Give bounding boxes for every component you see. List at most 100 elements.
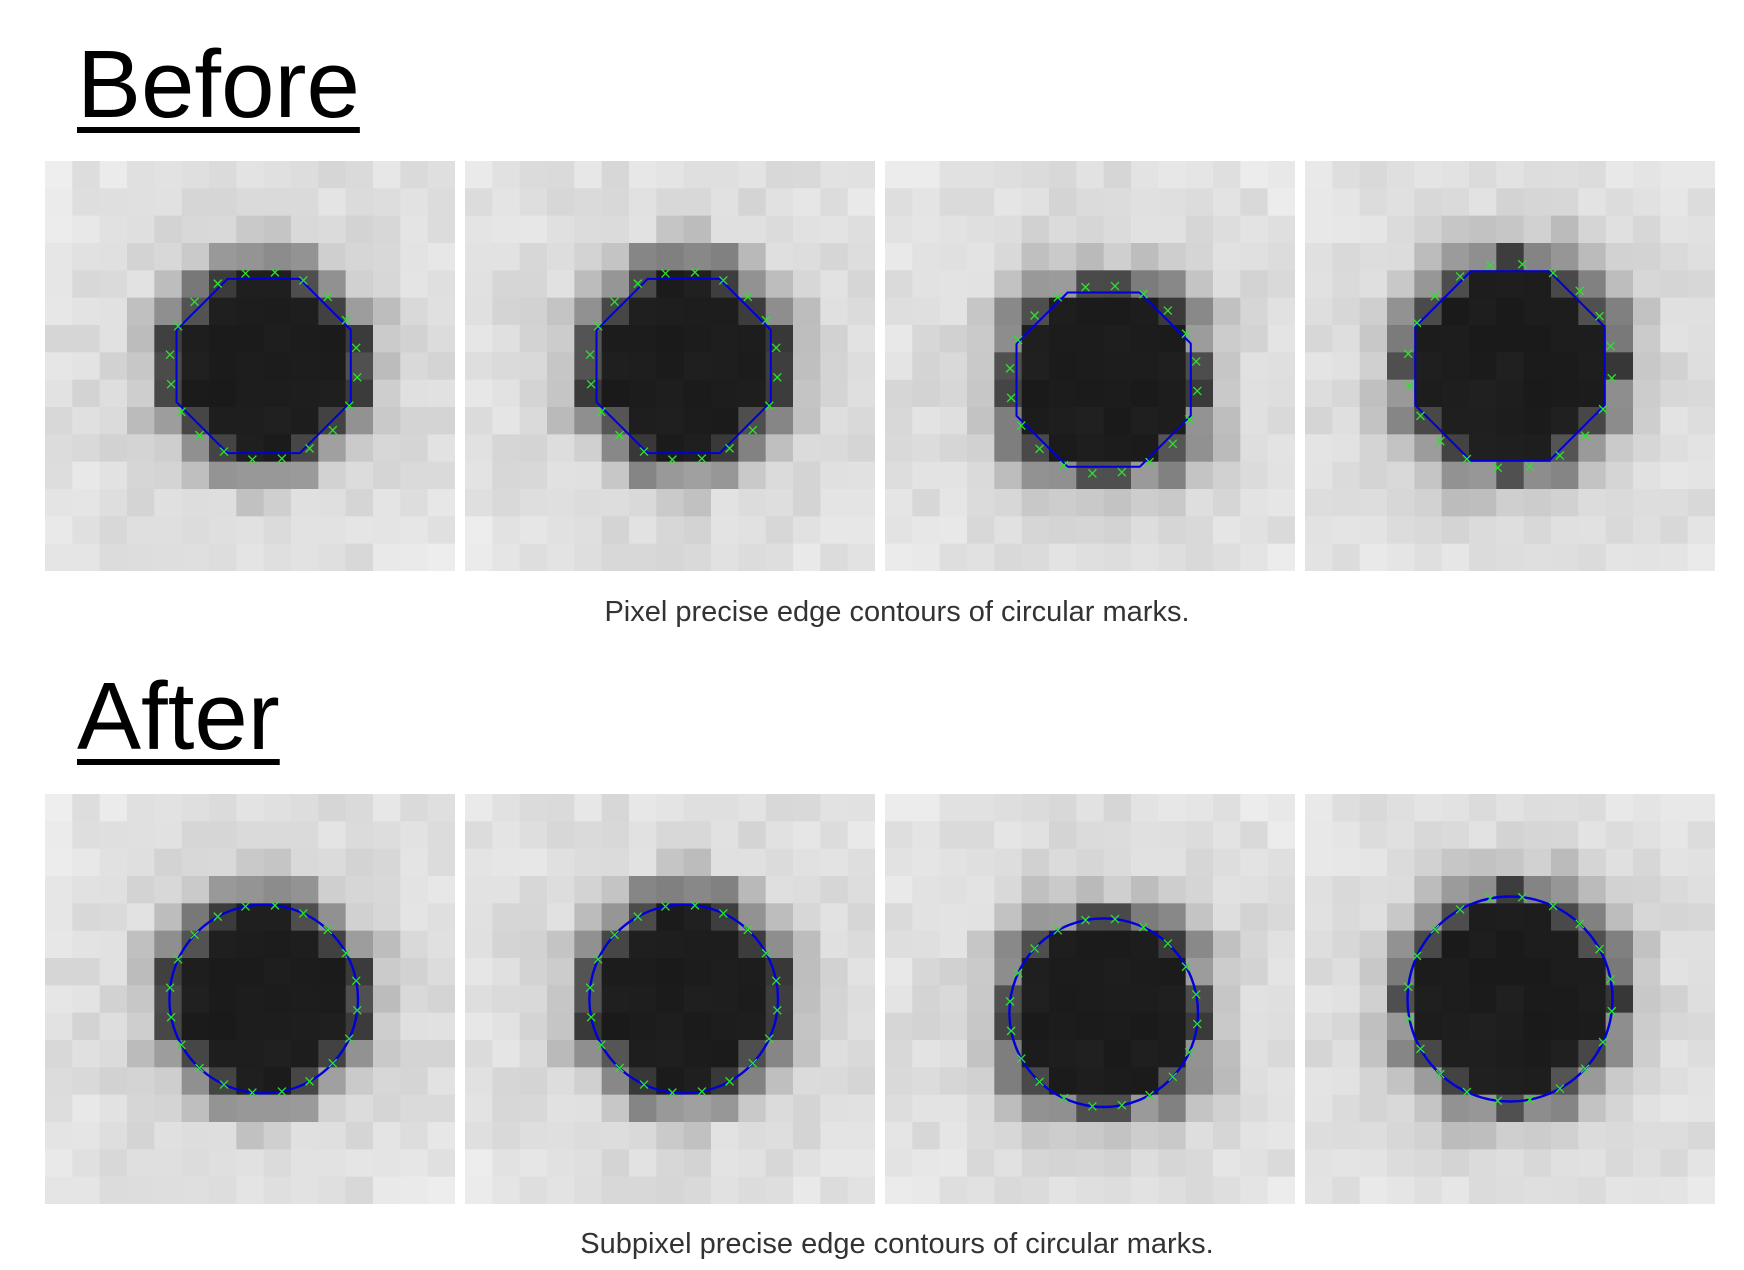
image-pixel	[345, 161, 374, 189]
image-pixel	[1387, 1094, 1415, 1123]
image-pixel	[1076, 434, 1105, 463]
image-pixel	[154, 821, 183, 850]
image-pixel	[236, 188, 265, 217]
edge-contour	[1406, 895, 1614, 1103]
image-pixel	[994, 461, 1023, 490]
image-pixel	[1605, 1067, 1634, 1096]
image-pixel	[1103, 325, 1132, 353]
image-pixel	[994, 930, 1023, 959]
image-pixel	[236, 379, 265, 408]
image-pixel	[1605, 352, 1634, 381]
image-pixel	[1660, 215, 1689, 244]
image-pixel	[99, 1176, 128, 1204]
image-pixel	[1185, 821, 1214, 850]
image-pixel	[1660, 1149, 1689, 1178]
image-pixel	[912, 1149, 941, 1178]
image-pixel	[1076, 489, 1105, 517]
image-pixel	[1240, 270, 1269, 299]
edge-point-markers	[1005, 281, 1202, 478]
image-pixel	[1605, 821, 1634, 850]
image-pixel	[1469, 1176, 1497, 1204]
image-pixel	[847, 352, 875, 381]
image-pixel	[1496, 188, 1525, 217]
image-pixel	[1551, 461, 1579, 490]
image-pixel	[1469, 407, 1497, 435]
image-pixel	[939, 821, 968, 850]
image-pixel	[1213, 821, 1241, 850]
image-pixel	[1441, 270, 1470, 299]
image-pixel	[492, 543, 521, 571]
image-pixel	[1523, 215, 1552, 244]
image-pixel	[1213, 243, 1241, 271]
image-pixel	[1049, 407, 1077, 435]
image-pixel	[1387, 297, 1415, 326]
image-pixel	[1469, 243, 1497, 271]
edge-point-marker	[1013, 968, 1023, 978]
image-pixel	[793, 379, 821, 408]
image-pixel	[1687, 543, 1715, 571]
image-pixel	[1523, 1122, 1552, 1150]
image-pixel	[291, 930, 319, 959]
image-pixel	[1633, 489, 1661, 517]
image-pixel	[1660, 543, 1689, 571]
image-pixel	[820, 794, 849, 822]
image-pixel	[1158, 434, 1187, 463]
image-pixel	[574, 1040, 603, 1068]
image-pixel	[492, 1012, 521, 1041]
image-pixel	[1578, 876, 1607, 904]
edge-point-marker	[1548, 901, 1558, 911]
image-pixel	[574, 1149, 603, 1178]
image-pixel	[1305, 985, 1333, 1014]
image-pixel	[1687, 821, 1715, 850]
image-pixel	[465, 958, 493, 986]
image-pixel	[1076, 352, 1105, 381]
image-pixel	[1240, 161, 1269, 189]
edge-point-marker	[697, 1087, 707, 1096]
image-pixel	[1305, 848, 1333, 877]
image-pixel	[912, 985, 941, 1014]
image-pixel	[547, 1122, 575, 1150]
edge-point-marker	[1517, 892, 1527, 902]
image-pixel	[1103, 243, 1132, 271]
image-pixel	[629, 930, 657, 959]
image-pixel	[1131, 1067, 1159, 1096]
edge-point-marker	[761, 948, 771, 958]
image-pixel	[1687, 352, 1715, 381]
image-pixel	[127, 325, 155, 353]
image-pixel	[656, 1122, 685, 1150]
image-pixel	[181, 1094, 210, 1123]
image-pixel	[629, 1122, 657, 1150]
image-pixel	[1213, 270, 1241, 299]
image-pixel	[547, 848, 575, 877]
image-pixel	[345, 985, 374, 1014]
image-pixel	[967, 1122, 995, 1150]
edge-point-marker	[771, 976, 781, 986]
edge-point-marker	[176, 407, 186, 417]
image-pixel	[318, 325, 347, 353]
image-pixel	[1305, 215, 1333, 244]
image-pixel	[519, 821, 548, 850]
image-pixel	[967, 1149, 995, 1178]
image-pixel	[738, 489, 767, 517]
image-pixel	[1551, 407, 1579, 435]
image-pixel	[373, 1149, 401, 1178]
edge-point-marker	[1006, 1026, 1016, 1036]
image-pixel	[967, 1012, 995, 1041]
image-pixel	[1021, 461, 1050, 490]
image-pixel	[1103, 270, 1132, 299]
image-pixel	[738, 1176, 767, 1204]
image-pixel	[209, 243, 237, 271]
image-pixel	[793, 1012, 821, 1041]
image-pixel	[939, 985, 968, 1014]
image-pixel	[427, 958, 455, 986]
image-pixel	[1551, 215, 1579, 244]
image-pixel	[885, 1040, 913, 1068]
image-pixel	[711, 188, 739, 217]
image-pixel	[1185, 215, 1214, 244]
image-pixel	[547, 516, 575, 545]
image-pixel	[519, 1122, 548, 1150]
image-pixel	[181, 243, 210, 271]
image-pixel	[291, 1149, 319, 1178]
image-pixel	[45, 1094, 73, 1123]
image-pixel	[1158, 985, 1187, 1014]
